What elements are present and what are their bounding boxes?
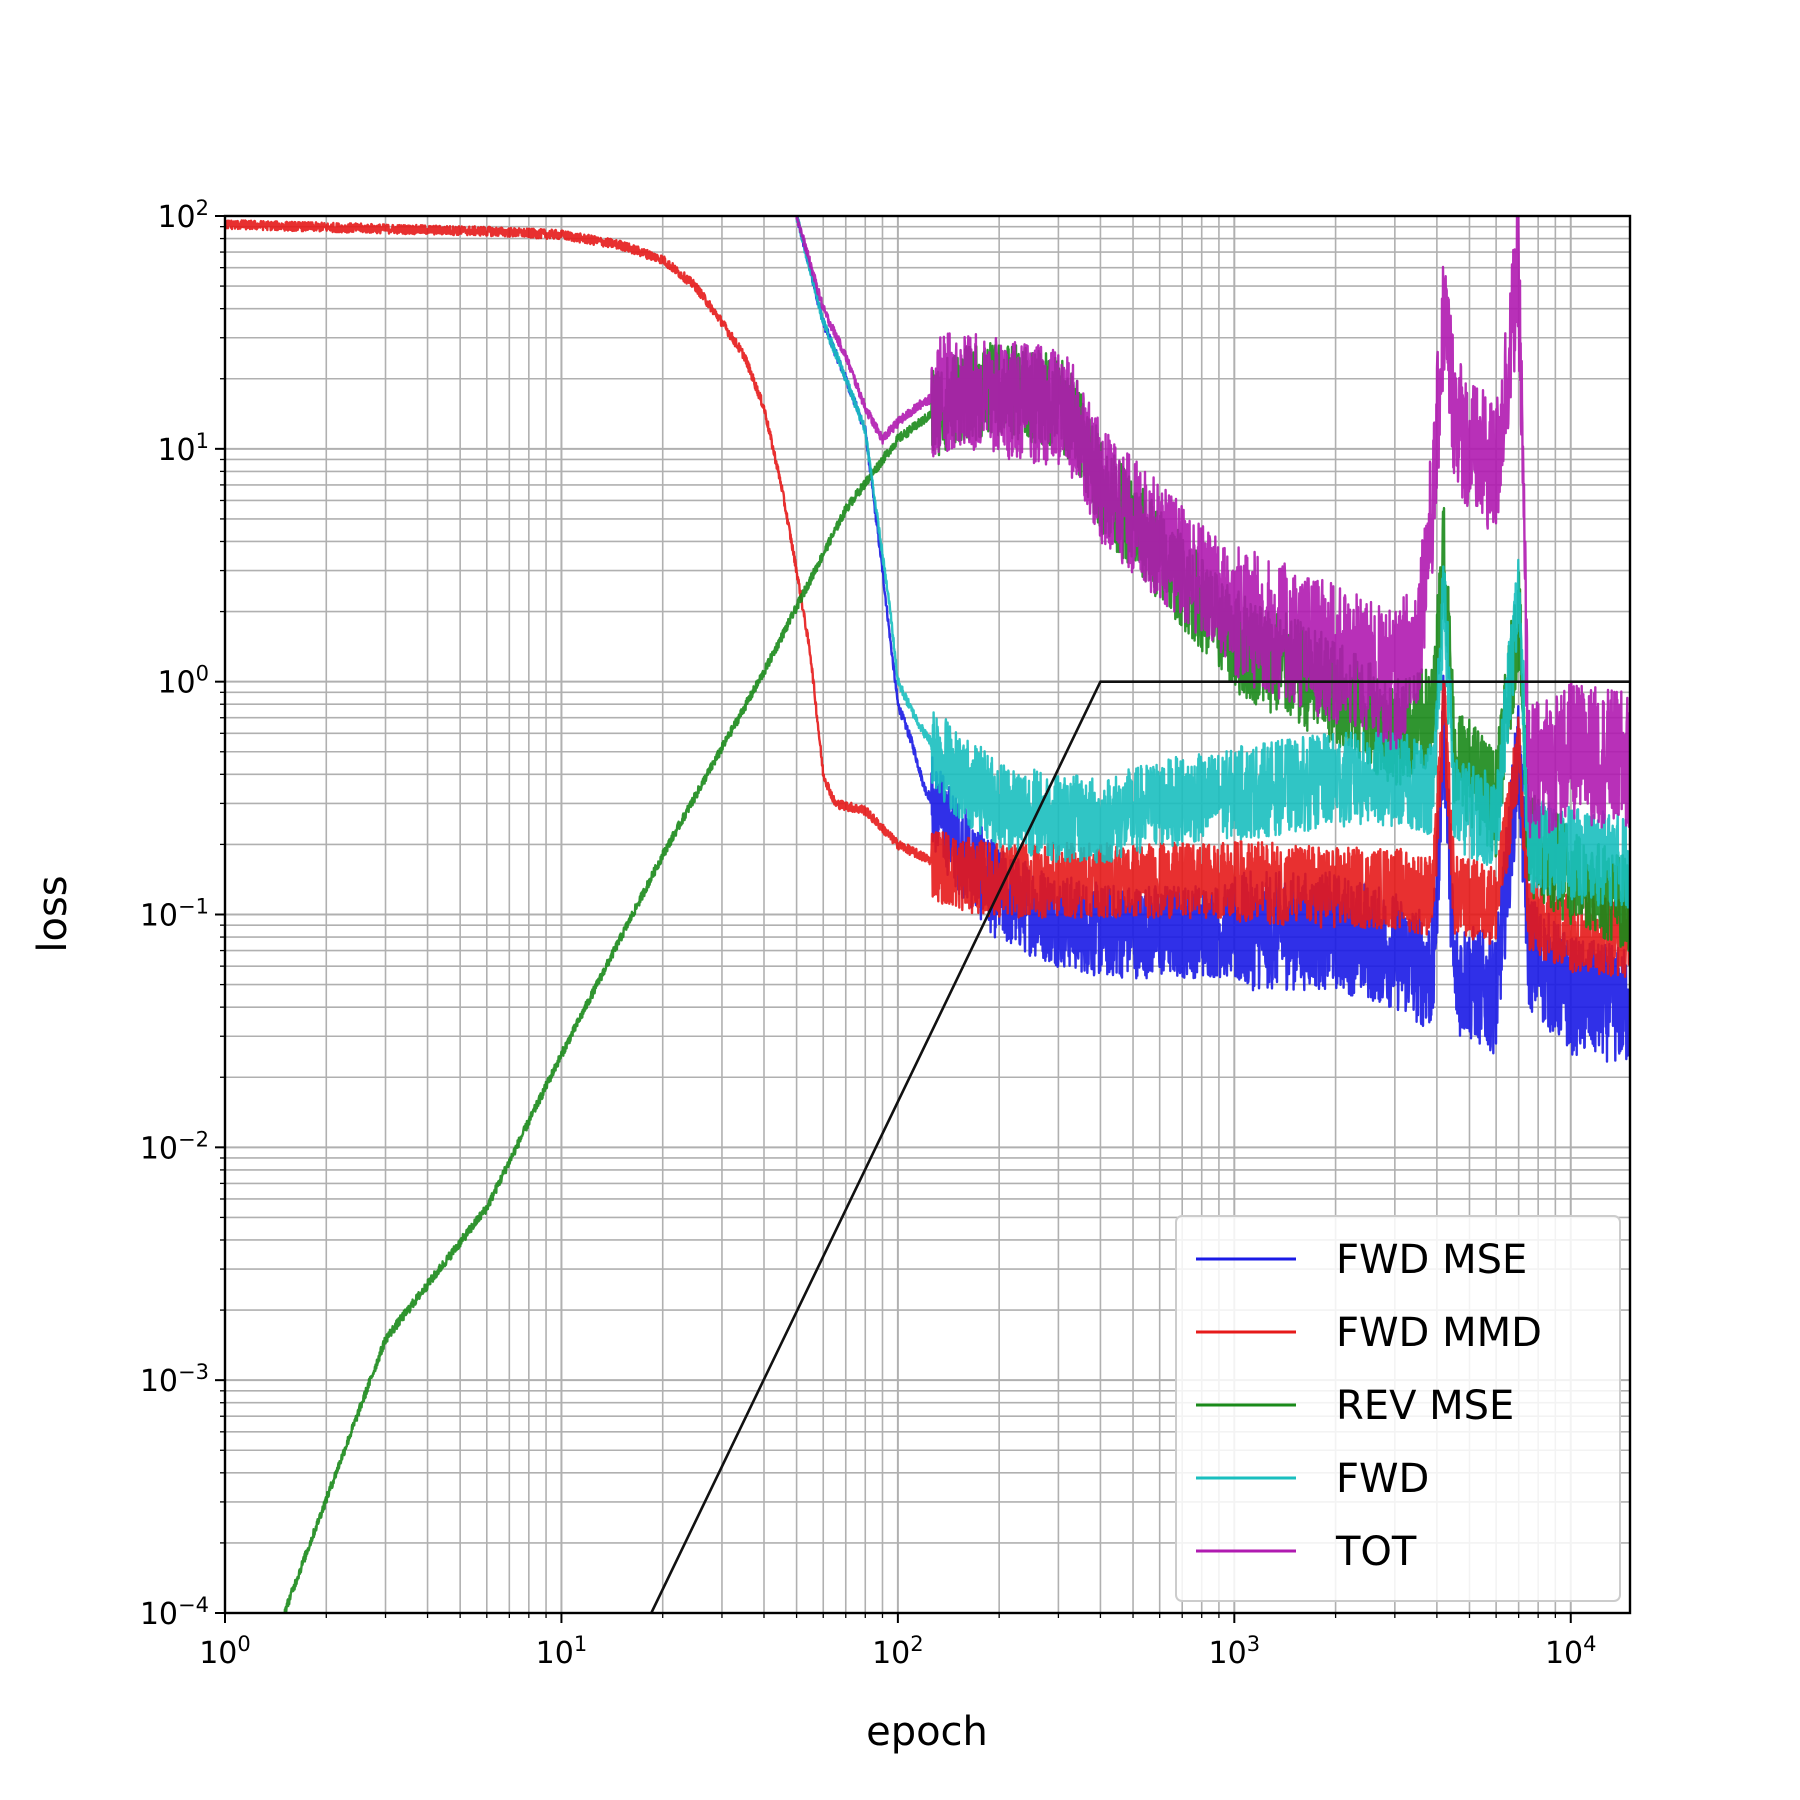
legend-label: REV MSE [1336, 1383, 1514, 1429]
plot-area [225, 216, 1630, 1613]
series-line [225, 219, 1630, 978]
x-tick-label: 102 [872, 1632, 924, 1671]
y-tick-label: 102 [157, 196, 209, 235]
legend-label: FWD [1336, 1456, 1429, 1502]
y-axis-title: loss [30, 875, 76, 952]
y-tick-label: 10−1 [140, 895, 209, 934]
y-tick-label: 101 [157, 429, 209, 468]
legend-label: FWD MMD [1336, 1310, 1542, 1356]
series-line [795, 216, 1630, 839]
x-tick-label: 104 [1545, 1632, 1597, 1671]
series-line [795, 216, 1630, 909]
legend-box [1175, 1215, 1621, 1602]
legend-label: FWD MSE [1336, 1237, 1527, 1283]
legend: FWD MSE FWD MMD REV MSE FWD TOT [1175, 1215, 1621, 1602]
series-group [225, 216, 1630, 1613]
y-tick-label: 100 [157, 662, 209, 701]
x-axis-title: epoch [866, 1709, 988, 1755]
x-tick-label: 100 [199, 1632, 251, 1671]
series-line [650, 680, 1630, 1613]
axes-ticks: 100 101 102 103 104 102 101 100 10−1 10−2 10−3 10−4 [140, 196, 1597, 1671]
y-tick-label: 10−3 [140, 1360, 209, 1399]
x-tick-label: 101 [536, 1632, 588, 1671]
x-tick-label: 103 [1209, 1632, 1261, 1671]
y-tick-label: 10−2 [140, 1127, 209, 1166]
y-tick-label: 10−4 [140, 1593, 209, 1632]
legend-label: TOT [1335, 1529, 1417, 1575]
